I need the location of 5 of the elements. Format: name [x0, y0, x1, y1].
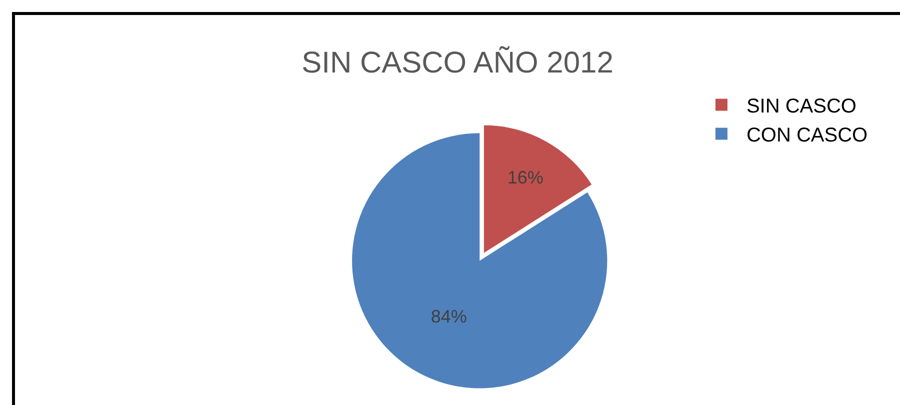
data-label: 16%	[507, 167, 544, 188]
chart-title: SIN CASCO AÑO 2012	[302, 45, 614, 80]
data-label: 84%	[430, 306, 467, 327]
legend-label: SIN CASCO	[746, 96, 856, 118]
legend-label: CON CASCO	[746, 124, 868, 146]
